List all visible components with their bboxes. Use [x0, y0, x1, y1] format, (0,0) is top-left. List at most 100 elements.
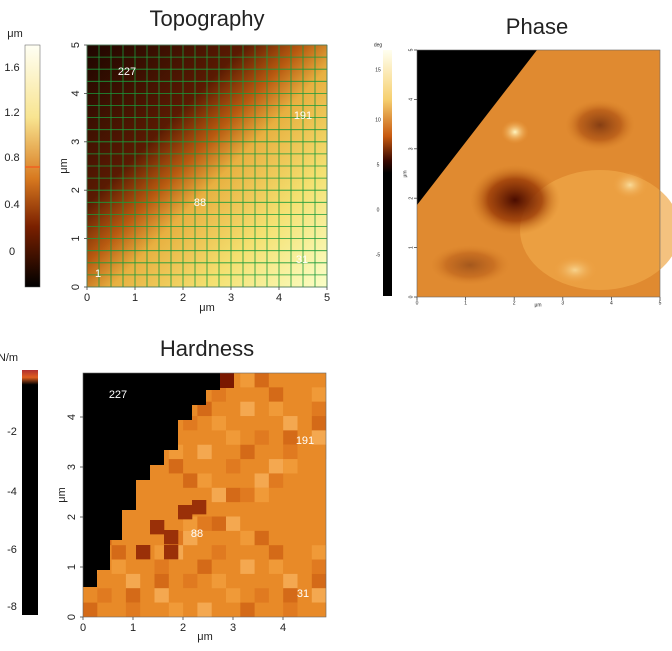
cell [283, 573, 298, 589]
label: 2 [180, 292, 186, 304]
cell [183, 588, 198, 603]
cell [240, 602, 255, 617]
label: 1.6 [4, 62, 19, 74]
cell [168, 473, 184, 488]
cell [311, 401, 327, 417]
label: 5 [659, 300, 662, 306]
cell [226, 516, 241, 531]
cell [197, 401, 212, 417]
texture [612, 171, 648, 199]
cell [211, 516, 226, 531]
label: 0 [66, 614, 78, 620]
cell [226, 387, 241, 402]
cell [268, 373, 284, 388]
label: 0 [416, 300, 419, 306]
cell [197, 516, 212, 531]
cell [168, 602, 184, 617]
label: 0 [377, 207, 380, 213]
cell [125, 559, 141, 574]
cell [268, 387, 284, 402]
cell [211, 459, 226, 474]
frame [416, 49, 661, 298]
cell [240, 487, 255, 503]
cell [240, 373, 255, 388]
cell [197, 559, 212, 574]
label: 5 [70, 42, 82, 48]
cell [111, 559, 126, 574]
cell [283, 559, 298, 574]
cell [268, 459, 284, 474]
cell [125, 602, 141, 617]
cell [178, 505, 193, 520]
cell [268, 530, 284, 546]
label: 3 [230, 622, 236, 634]
label: 1 [132, 292, 138, 304]
cell [268, 401, 284, 417]
colorbar [22, 370, 38, 615]
cell [283, 602, 298, 617]
frame [86, 44, 328, 288]
cell [197, 487, 212, 503]
cell [268, 559, 284, 574]
masked-region [417, 50, 537, 205]
cell [254, 573, 269, 589]
label: 31 [296, 254, 308, 266]
label: Hardness [160, 336, 254, 361]
cell [240, 444, 255, 460]
texture [565, 100, 635, 150]
cell [240, 530, 255, 546]
cell [311, 602, 327, 617]
cell [240, 516, 255, 531]
cell [211, 416, 226, 431]
label: 0 [9, 246, 15, 258]
label: -5 [376, 252, 381, 258]
label: 1.2 [4, 107, 19, 119]
texture [501, 120, 529, 144]
label: μm [534, 302, 541, 308]
label: 0 [84, 292, 90, 304]
label: 1 [66, 564, 78, 570]
label: 4 [66, 414, 78, 420]
label: 0 [408, 295, 414, 298]
cell [226, 430, 241, 445]
cell [311, 573, 327, 589]
label: 88 [194, 197, 206, 209]
label: 2 [66, 514, 78, 520]
cell [125, 573, 141, 589]
texture [470, 165, 560, 235]
cell [136, 545, 151, 560]
cell [197, 602, 212, 617]
texture [553, 256, 597, 284]
label: μm [199, 302, 215, 314]
cell [154, 559, 169, 574]
masked-region [83, 373, 220, 587]
label: μm [402, 170, 408, 177]
cell [311, 545, 327, 560]
cell [192, 500, 207, 515]
cell [83, 602, 98, 617]
cell [226, 459, 241, 474]
cell [154, 573, 169, 589]
label: μm [197, 631, 213, 643]
label: μm [58, 158, 70, 174]
label: μm [56, 487, 68, 503]
cell [226, 588, 241, 603]
cell [311, 430, 327, 445]
cell [97, 588, 112, 603]
cell [197, 473, 212, 488]
label: 4 [280, 622, 286, 634]
cell [183, 530, 198, 546]
cell [211, 487, 226, 503]
cell [254, 487, 269, 503]
label: 227 [118, 66, 136, 78]
cell [154, 588, 169, 603]
label: 0.8 [4, 152, 19, 164]
label: 1 [408, 246, 414, 249]
label: deg [374, 42, 383, 48]
cell [183, 473, 198, 488]
label: 1 [70, 236, 82, 242]
cell [283, 401, 298, 417]
label: 191 [294, 110, 312, 122]
label: 1 [464, 300, 467, 306]
